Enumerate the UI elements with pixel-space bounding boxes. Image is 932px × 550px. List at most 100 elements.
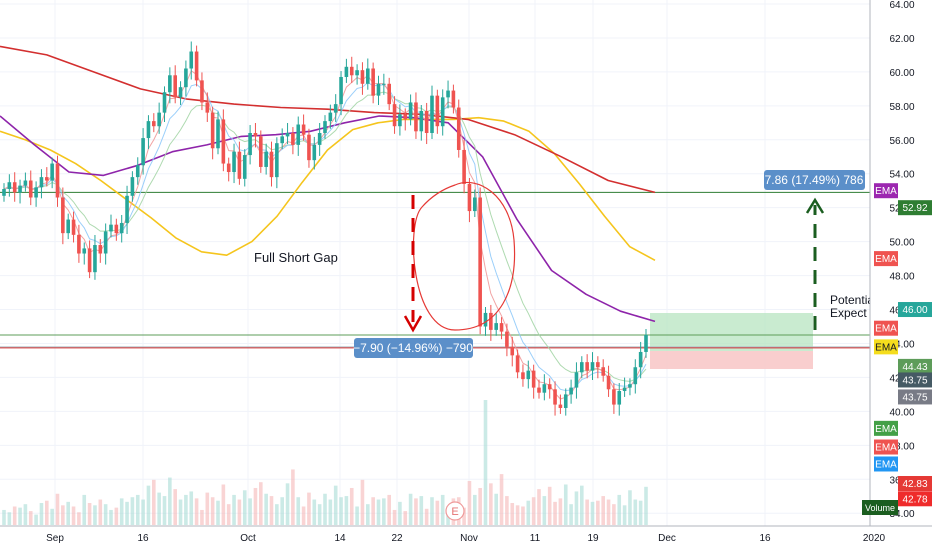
- candle-body: [269, 151, 274, 178]
- volume-bar: [601, 496, 605, 525]
- candle-body: [7, 182, 12, 190]
- candle-body: [617, 391, 622, 405]
- volume-bar: [119, 498, 124, 525]
- time-tick-label: 16: [137, 533, 149, 544]
- candle-body: [563, 394, 568, 408]
- candle-body: [638, 351, 643, 368]
- candle-body: [419, 110, 424, 132]
- volume-bar: [141, 499, 145, 525]
- volume-bar: [531, 497, 536, 525]
- price-badge-label: EMA: [875, 324, 897, 335]
- price-badge-label: EMA: [875, 254, 897, 265]
- volume-bar: [505, 496, 509, 525]
- candle-body: [103, 231, 108, 254]
- volume-bar: [39, 503, 44, 525]
- candle-body: [569, 387, 573, 395]
- candle-body: [232, 151, 236, 173]
- candle-body: [473, 197, 477, 212]
- time-tick-label: Oct: [240, 533, 256, 544]
- candle-body: [360, 70, 365, 84]
- volume-bar: [563, 484, 568, 525]
- volume-bar: [419, 496, 424, 525]
- volume-bar: [259, 482, 263, 525]
- volume-bar: [146, 485, 151, 525]
- price-badge: [874, 456, 898, 472]
- candle-body: [526, 370, 531, 380]
- candle-body: [55, 163, 60, 198]
- volume-bar: [23, 504, 28, 525]
- price-badge: [898, 476, 932, 492]
- candle-body: [435, 95, 440, 127]
- candle-body: [376, 83, 381, 96]
- volume-bar: [462, 507, 466, 525]
- candle-body: [98, 245, 103, 254]
- candle-body: [130, 177, 135, 196]
- earnings-marker-label: E: [451, 506, 458, 518]
- volume-bar: [162, 496, 167, 525]
- candle-body: [77, 234, 81, 254]
- ema-line: [0, 116, 656, 262]
- candle-body: [339, 76, 343, 105]
- time-tick-label: 14: [334, 533, 346, 544]
- candle-body: [558, 404, 563, 408]
- volume-bar: [403, 511, 408, 525]
- candle-body: [66, 219, 70, 234]
- volume-bar: [253, 487, 258, 525]
- volume-bar: [515, 505, 520, 525]
- volume-bar: [264, 493, 268, 525]
- price-tick-label: 34.00: [889, 509, 914, 520]
- candle-body: [440, 97, 445, 127]
- candle-body: [178, 87, 183, 98]
- candle-body: [301, 124, 306, 135]
- candle-body: [184, 68, 188, 88]
- candle-body: [580, 362, 584, 373]
- volume-bar: [7, 512, 12, 525]
- volume-bar: [617, 494, 622, 525]
- price-badge: [898, 358, 932, 374]
- candle-body: [50, 163, 54, 181]
- candle-body: [109, 224, 113, 232]
- volume-bar: [61, 505, 65, 525]
- price-badge: [898, 491, 932, 507]
- volume-bar: [408, 493, 413, 525]
- measure-up-label: 7.86 (17.49%) 786: [765, 173, 864, 187]
- candle-body: [87, 248, 92, 273]
- volume-bar: [285, 483, 290, 525]
- candle-body: [366, 68, 370, 84]
- time-tick-label: Dec: [658, 533, 676, 544]
- volume-bar: [184, 494, 188, 525]
- price-tick-label: 60.00: [889, 68, 914, 79]
- volume-bar: [242, 490, 247, 525]
- volume-bar: [606, 499, 611, 525]
- candle-body: [542, 384, 547, 393]
- candle-body: [253, 133, 258, 137]
- volume-bar: [248, 498, 252, 525]
- earnings-marker[interactable]: [445, 501, 465, 521]
- candle-body: [574, 372, 579, 388]
- volume-bar: [590, 501, 595, 525]
- candle-body: [392, 104, 397, 127]
- annotation-full-short-gap: Full Short Gap: [254, 250, 338, 265]
- time-tick-label: 22: [391, 533, 403, 544]
- volume-bar: [478, 487, 482, 525]
- candle-body: [355, 70, 359, 76]
- volume-bar: [178, 499, 183, 525]
- candle-body: [226, 163, 231, 173]
- time-tick-label: Sep: [46, 533, 64, 544]
- price-badge-label: EMA: [875, 186, 897, 197]
- volume-bar: [435, 500, 440, 525]
- price-badge-label: EMA: [875, 443, 897, 454]
- ema-line: [0, 115, 656, 323]
- measure-down-box[interactable]: [354, 338, 473, 358]
- measure-up-box[interactable]: [764, 170, 865, 190]
- time-axis-ticks: Sep 16 Oct 14 22 Nov 11 19 Dec 16 2020: [46, 533, 885, 544]
- price-badge: [874, 339, 898, 355]
- candle-body: [414, 102, 418, 132]
- candle-body: [451, 90, 456, 108]
- candle-body: [585, 362, 589, 371]
- candle-body: [633, 367, 638, 385]
- candle-body: [216, 119, 220, 149]
- volume-bar: [130, 497, 135, 525]
- volume-bar: [467, 481, 472, 525]
